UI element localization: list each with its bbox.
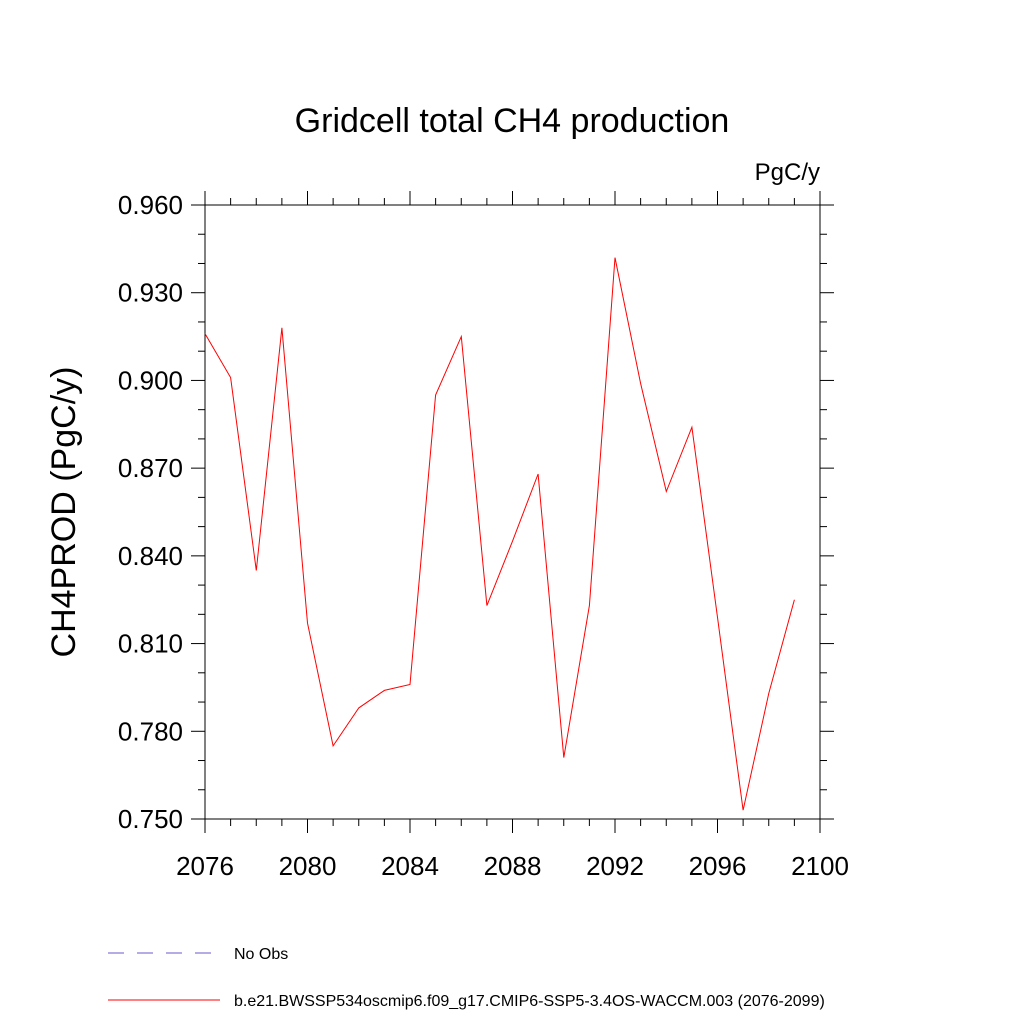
y-tick-label: 0.840 [118, 541, 183, 571]
y-tick-label: 0.750 [118, 804, 183, 834]
y-tick-label: 0.960 [118, 190, 183, 220]
x-tick-label: 2092 [586, 851, 644, 881]
x-tick-label: 2080 [279, 851, 337, 881]
x-tick-label: 2076 [176, 851, 234, 881]
units-label: PgC/y [755, 159, 820, 186]
legend: No Obs b.e21.BWSSP534oscmip6.f09_g17.CMIP… [108, 946, 825, 1010]
y-tick-label: 0.900 [118, 365, 183, 395]
plot-frame [191, 191, 834, 833]
legend-label-0: No Obs [234, 946, 288, 963]
x-tick-label: 2100 [791, 851, 849, 881]
y-axis-ticks: 0.750 0.780 0.810 0.840 0.870 0.900 0.930 0.960 [118, 190, 834, 834]
x-tick-label: 2084 [381, 851, 439, 881]
legend-label-1: b.e21.BWSSP534oscmip6.f09_g17.CMIP6-SSP5… [234, 993, 825, 1010]
y-axis-label: CH4PROD (PgC/y) [45, 367, 83, 658]
series-line-0 [204, 257, 795, 811]
x-tick-label: 2096 [689, 851, 747, 881]
x-tick-label: 2088 [484, 851, 542, 881]
series-layer [204, 257, 795, 811]
x-axis-ticks: 2076 2080 2084 2088 2092 2096 2100 [176, 191, 849, 881]
y-tick-label: 0.780 [118, 716, 183, 746]
y-tick-label: 0.930 [118, 278, 183, 308]
y-tick-label: 0.870 [118, 453, 183, 483]
y-tick-label: 0.810 [118, 629, 183, 659]
chart-title: Gridcell total CH4 production [295, 102, 730, 140]
